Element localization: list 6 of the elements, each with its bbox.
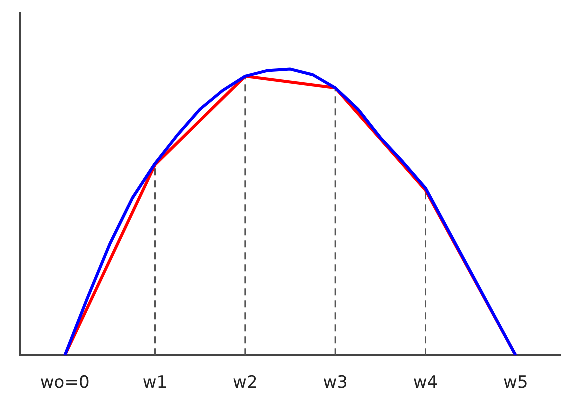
x-tick-label: w2	[233, 373, 258, 394]
x-tick-label: w1	[142, 373, 168, 394]
x-tick-label: w4	[413, 373, 438, 394]
x-tick-label: w3	[323, 373, 348, 394]
x-tick-label: w5	[504, 373, 528, 394]
x-tick-label: wo=0	[40, 373, 90, 394]
